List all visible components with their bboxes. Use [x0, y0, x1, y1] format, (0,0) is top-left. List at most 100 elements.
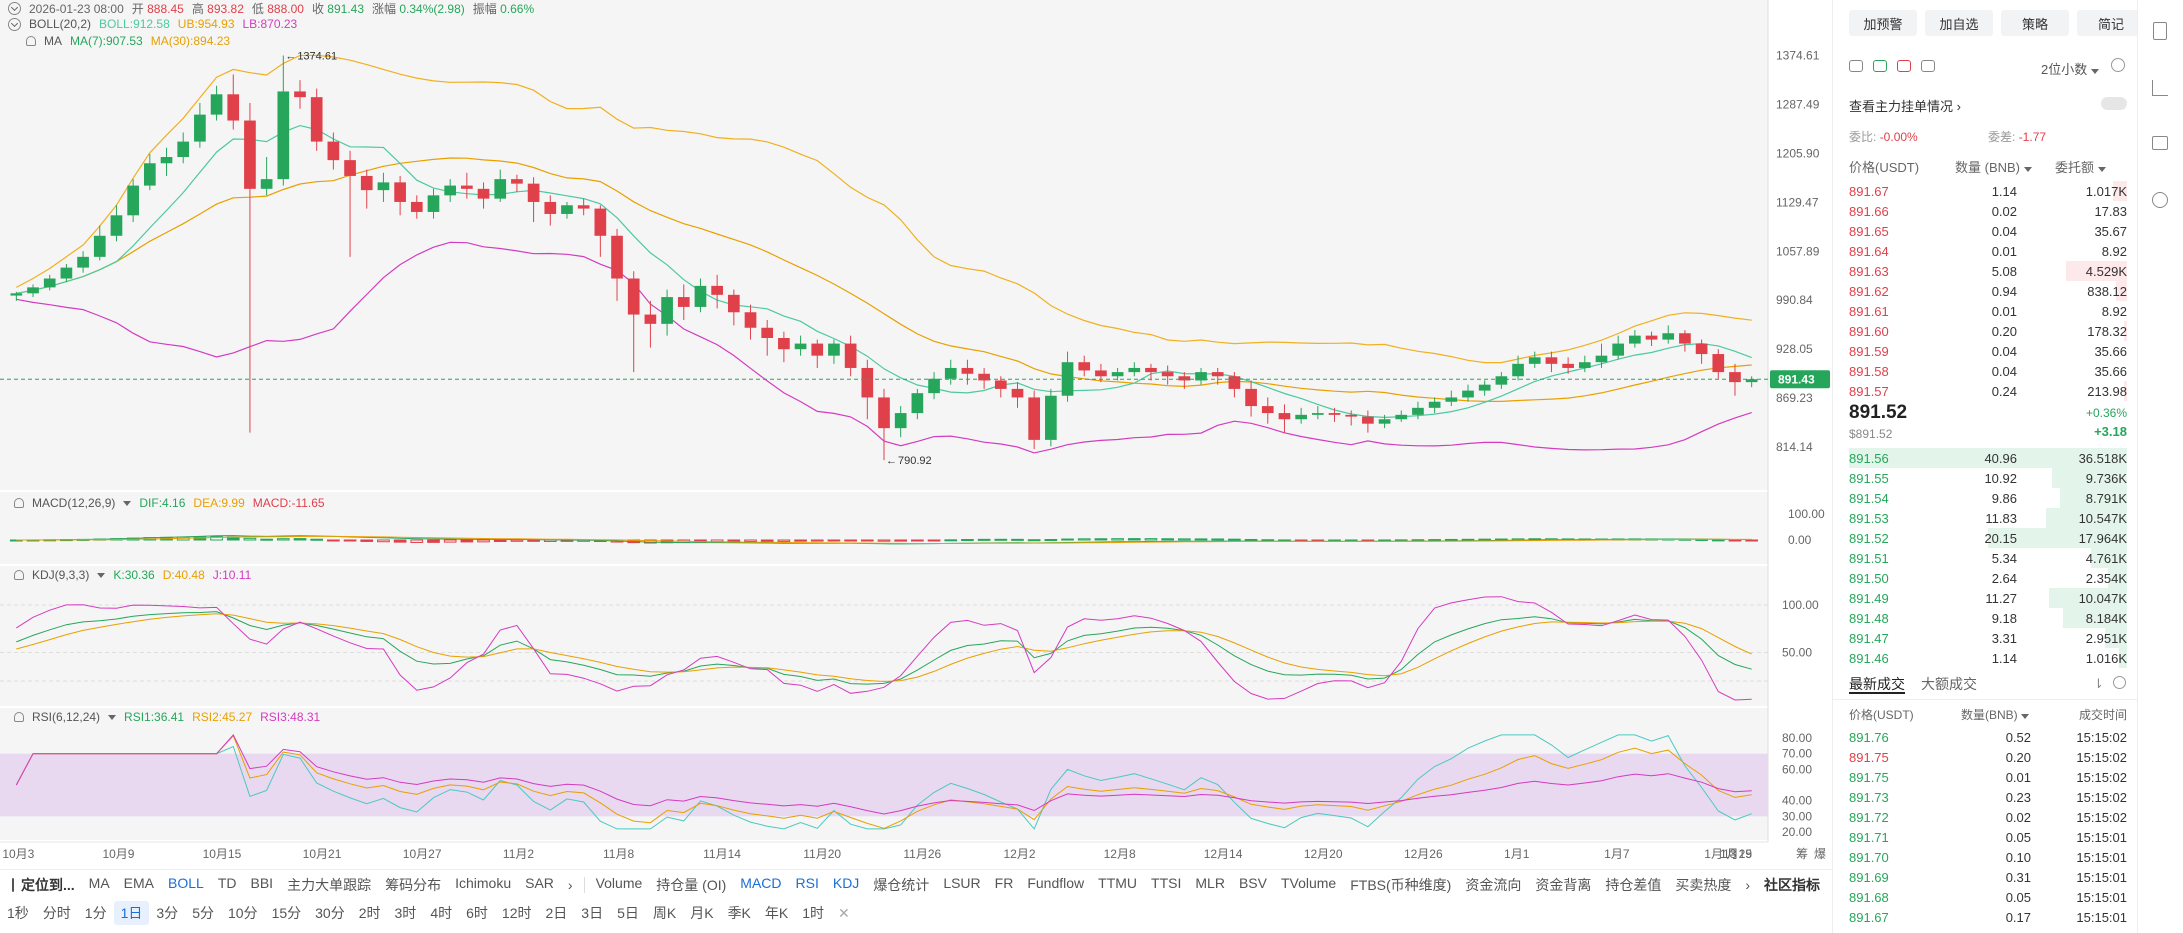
sub-indicator-0[interactable]: Volume: [595, 874, 643, 891]
chevron-down-icon[interactable]: [123, 500, 132, 506]
collapse-icon[interactable]: [8, 2, 21, 15]
main-orders-link[interactable]: 查看主力挂单情况 ›: [1849, 99, 1961, 114]
interval-9[interactable]: 2时: [358, 905, 381, 921]
action-button-0[interactable]: 加预警: [1849, 10, 1917, 36]
bids-row[interactable]: 891.54 9.86 8.791K: [1849, 488, 2127, 508]
link-icon[interactable]: [2152, 192, 2168, 208]
interval-17[interactable]: 周K: [652, 905, 677, 921]
sub-indicator-16[interactable]: 资金背离: [1535, 876, 1592, 893]
sub-indicator-14[interactable]: FTBS(币种维度): [1350, 876, 1452, 893]
bids-row[interactable]: 891.46 1.14 1.016K: [1849, 648, 2127, 668]
sub-indicator-9[interactable]: TTMU: [1098, 874, 1138, 891]
orderbook-both-icon[interactable]: [1849, 60, 1863, 72]
interval-2[interactable]: 1分: [84, 905, 107, 921]
kline-chart[interactable]: 1374.61 1287.49 1205.90 1129.47 1057.89 990.8…: [0, 0, 1832, 869]
asks-row[interactable]: 891.60 0.20 178.32: [1849, 321, 2127, 341]
interval-1[interactable]: 分时: [42, 905, 71, 921]
tab-latest-trades[interactable]: 最新成交: [1849, 676, 1905, 692]
sort-icon[interactable]: ⇂: [2093, 676, 2104, 691]
sub-indicator-17[interactable]: 持仓差值: [1605, 876, 1662, 893]
chart-mode-icon[interactable]: [1921, 60, 1935, 72]
sub-indicator-12[interactable]: BSV: [1238, 874, 1267, 891]
indicator-4[interactable]: BBI: [250, 874, 274, 891]
indicator-8[interactable]: SAR: [525, 874, 554, 891]
document-icon[interactable]: [2153, 22, 2167, 40]
gear-icon[interactable]: [2113, 676, 2126, 689]
bids-row[interactable]: 891.56 40.96 36.518K: [1849, 448, 2127, 468]
interval-20[interactable]: 年K: [764, 905, 789, 921]
col-total[interactable]: 委托额: [2055, 157, 2106, 176]
indicator-3[interactable]: TD: [217, 874, 237, 891]
sub-indicator-11[interactable]: MLR: [1195, 874, 1225, 891]
asks-row[interactable]: 891.63 5.08 4.529K: [1849, 261, 2127, 281]
sub-indicator-7[interactable]: FR: [994, 874, 1014, 891]
chart-area[interactable]: 1374.61 1287.49 1205.90 1129.47 1057.89 990.8…: [0, 0, 1832, 933]
axis-tool-1[interactable]: 爆: [1814, 847, 1826, 861]
bell-icon[interactable]: [14, 570, 24, 580]
chevron-right-icon[interactable]: ›: [567, 876, 573, 893]
bids-row[interactable]: 891.49 11.27 10.047K: [1849, 588, 2127, 608]
sub-indicator-18[interactable]: 买卖热度: [1675, 876, 1732, 893]
tab-large-trades[interactable]: 大额成交: [1921, 676, 1977, 692]
boll-name[interactable]: BOLL(20,2): [29, 17, 92, 31]
bids-row[interactable]: 891.47 3.31 2.951K: [1849, 628, 2127, 648]
axis-tool-0[interactable]: 筹: [1796, 847, 1808, 861]
ma-name[interactable]: MA: [44, 34, 62, 48]
indicator-2[interactable]: BOLL: [168, 874, 204, 891]
interval-8[interactable]: 30分: [315, 905, 345, 921]
bar-chart-icon[interactable]: [2152, 136, 2168, 150]
action-button-3[interactable]: 简记: [2077, 10, 2145, 36]
sub-indicator-6[interactable]: LSUR: [943, 874, 981, 891]
asks-row[interactable]: 891.64 0.01 8.92: [1849, 241, 2127, 261]
bids-row[interactable]: 891.52 20.15 17.964K: [1849, 528, 2127, 548]
sub-indicator-10[interactable]: TTSI: [1151, 874, 1182, 891]
interval-11[interactable]: 4时: [430, 905, 453, 921]
interval-21[interactable]: 1时: [802, 905, 825, 921]
trades-col-qty[interactable]: 数量(BNB): [1961, 706, 2030, 723]
orderbook-asks-icon[interactable]: [1897, 60, 1911, 72]
bids-row[interactable]: 891.53 11.83 10.547K: [1849, 508, 2127, 528]
col-qty[interactable]: 数量 (BNB): [1955, 157, 2032, 176]
bids-row[interactable]: 891.51 5.34 4.761K: [1849, 548, 2127, 568]
gear-icon[interactable]: [2111, 58, 2125, 72]
sub-indicator-8[interactable]: Fundflow: [1027, 874, 1085, 891]
bell-icon[interactable]: [14, 712, 24, 722]
asks-row[interactable]: 891.66 0.02 17.83: [1849, 201, 2127, 221]
locate-icon[interactable]: [12, 877, 14, 892]
indicator-7[interactable]: Ichimoku: [455, 874, 512, 891]
locate-button[interactable]: 定位到...: [21, 876, 75, 893]
sub-indicator-3[interactable]: RSI: [795, 874, 819, 891]
interval-14[interactable]: 2日: [545, 905, 568, 921]
interval-19[interactable]: 季K: [727, 905, 751, 921]
rsi-name[interactable]: RSI(6,12,24): [32, 710, 101, 724]
interval-13[interactable]: 12时: [501, 905, 532, 921]
bids-row[interactable]: 891.55 10.92 9.736K: [1849, 468, 2127, 488]
close-icon[interactable]: ✕: [838, 904, 850, 921]
orderbook-bids-icon[interactable]: [1873, 60, 1887, 72]
sub-indicator-15[interactable]: 资金流向: [1465, 876, 1522, 893]
sub-indicator-13[interactable]: TVolume: [1280, 874, 1337, 891]
asks-row[interactable]: 891.57 0.24 213.98: [1849, 381, 2127, 401]
sub-indicator-1[interactable]: 持仓量 (OI): [656, 876, 727, 893]
interval-16[interactable]: 5日: [617, 905, 639, 921]
asks-row[interactable]: 891.65 0.04 35.67: [1849, 221, 2127, 241]
action-button-1[interactable]: 加自选: [1925, 10, 1993, 36]
indicator-0[interactable]: MA: [88, 874, 110, 891]
indicator-5[interactable]: 主力大单跟踪: [287, 876, 372, 893]
bell-icon[interactable]: [26, 36, 36, 46]
interval-7[interactable]: 15分: [271, 905, 302, 921]
chevron-right-icon[interactable]: ›: [1745, 876, 1750, 893]
collapse-icon[interactable]: [8, 17, 21, 31]
bids-row[interactable]: 891.50 2.64 2.354K: [1849, 568, 2127, 588]
main-orders-toggle[interactable]: [2101, 97, 2127, 110]
macd-name[interactable]: MACD(12,26,9): [32, 496, 116, 510]
indicator-6[interactable]: 筹码分布: [385, 876, 442, 893]
interval-3[interactable]: 1日: [113, 901, 150, 925]
indicator-1[interactable]: EMA: [123, 874, 155, 891]
interval-10[interactable]: 3时: [394, 905, 417, 921]
decimals-select[interactable]: 2位小数: [2041, 59, 2099, 78]
sub-indicator-4[interactable]: KDJ: [832, 874, 860, 891]
chevron-down-icon[interactable]: [108, 714, 117, 720]
asks-row[interactable]: 891.61 0.01 8.92: [1849, 301, 2127, 321]
action-button-2[interactable]: 策略: [2001, 10, 2069, 36]
